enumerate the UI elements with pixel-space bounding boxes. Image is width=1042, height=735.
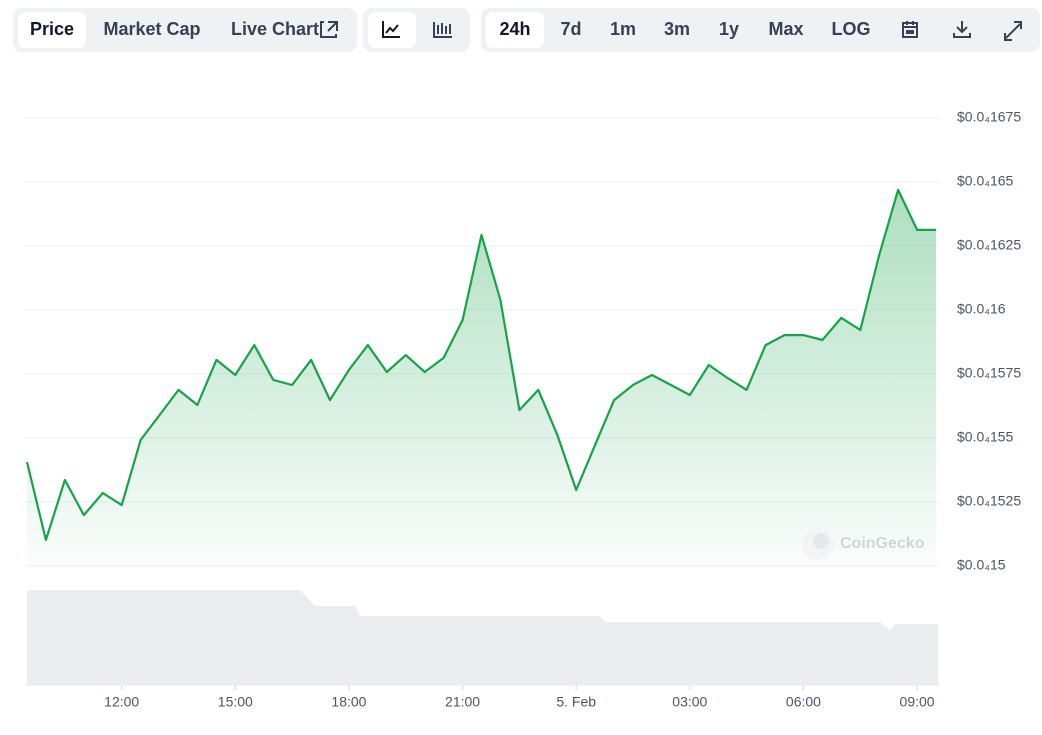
line-icon <box>382 21 400 38</box>
expand-icon[interactable] <box>1004 21 1022 41</box>
toolbar: Price Market Cap Live Chart 24h 7d 1m 3m… <box>13 8 1040 52</box>
range[interactable]: Max <box>768 19 803 39</box>
tab[interactable]: Market Cap <box>103 19 200 39</box>
x-tick-label: 12:00 <box>104 694 139 710</box>
external-icon <box>320 21 338 38</box>
range-group <box>481 8 1040 52</box>
download-icon[interactable] <box>953 21 971 38</box>
range[interactable]: 1m <box>610 19 636 39</box>
y-tick-label: $0.0₄1675 <box>957 109 1021 125</box>
y-tick-label: $0.0₄165 <box>957 173 1014 189</box>
x-tick-label: 21:00 <box>445 694 480 710</box>
price-line <box>25 188 936 541</box>
y-tick-label: $0.0₄1575 <box>957 365 1021 381</box>
x-tick-label: 06:00 <box>786 694 821 710</box>
calendar-icon[interactable] <box>902 21 918 38</box>
tab[interactable]: Price <box>30 19 74 39</box>
range[interactable]: 24h <box>499 19 530 39</box>
candle-icon[interactable] <box>433 22 452 38</box>
y-tick-label: $0.0₄1625 <box>957 237 1021 253</box>
range[interactable]: LOG <box>832 19 871 39</box>
x-tick-label: 03:00 <box>672 694 707 710</box>
x-tick-label: 15:00 <box>218 694 253 710</box>
y-tick-label: $0.0₄1525 <box>957 493 1021 509</box>
calendar-dot <box>906 30 914 34</box>
x-tick-label: 09:00 <box>900 694 935 710</box>
x-tick-label: 5. Feb <box>556 694 596 710</box>
tab-group <box>13 8 357 52</box>
y-tick-label: $0.0₄16 <box>957 301 1006 317</box>
volume-area <box>27 590 938 685</box>
watermark: CoinGecko <box>840 535 925 552</box>
range[interactable]: 1y <box>719 19 739 39</box>
y-tick-label: $0.0₄155 <box>957 429 1014 445</box>
x-tick-label: 18:00 <box>331 694 366 710</box>
area-fill <box>27 189 936 566</box>
range[interactable]: 7d <box>560 19 581 39</box>
range-selected <box>486 12 544 48</box>
tab[interactable]: Live Chart <box>231 19 319 39</box>
y-tick-label: $0.0₄15 <box>957 557 1006 573</box>
range[interactable]: 3m <box>664 19 690 39</box>
watermark-logo <box>802 528 834 560</box>
tab-selected <box>18 12 86 48</box>
